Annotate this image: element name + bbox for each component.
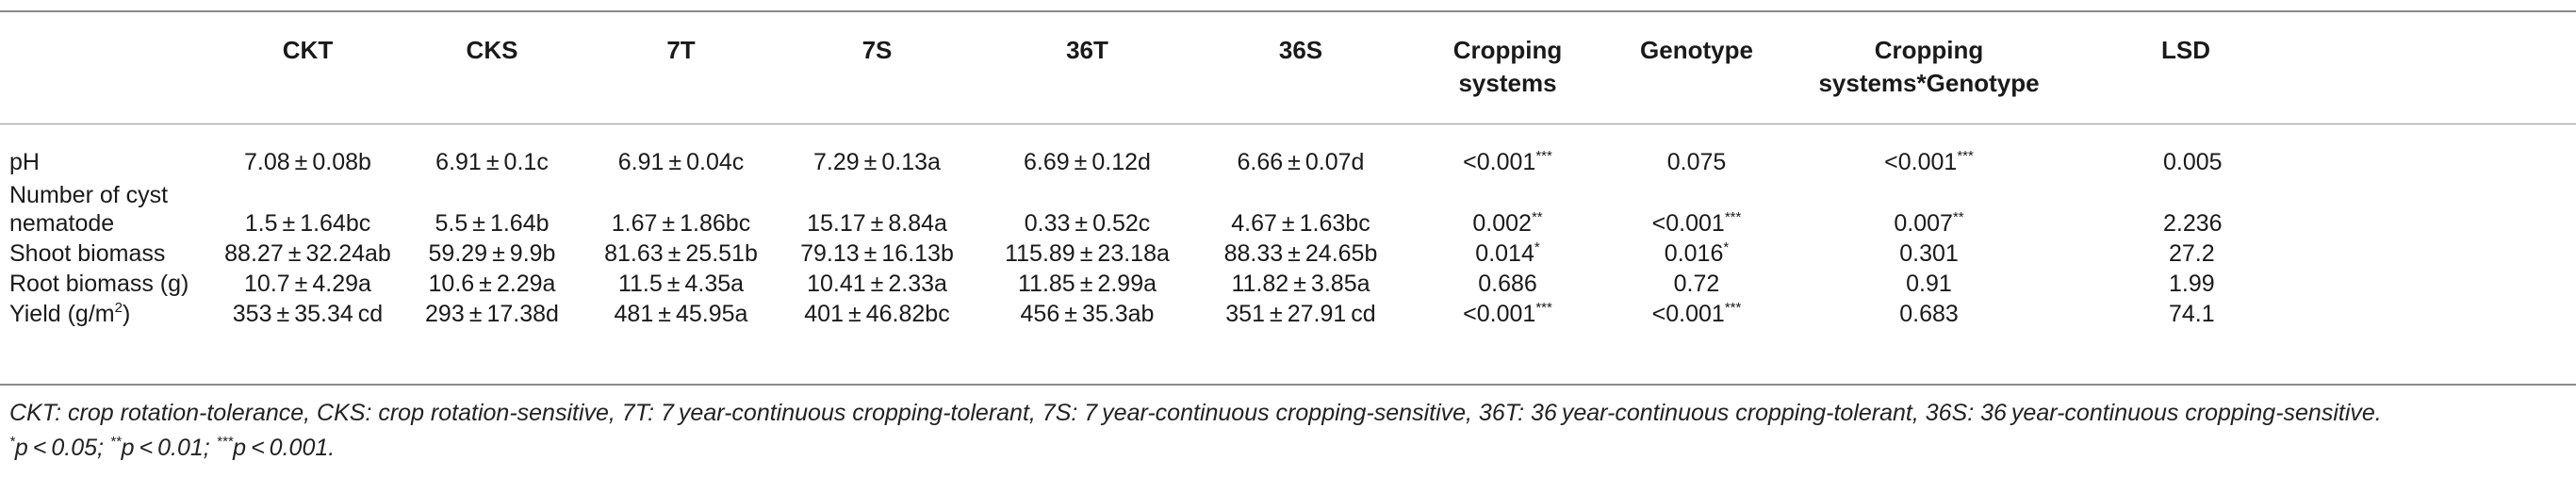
table-row: Number of cyst nematode 1.5 ± 1.64bc 5.5… [0,176,2576,238]
table-bottom-rule [0,384,2576,386]
table-cell: 6.66 ± 0.07d [1237,149,1365,175]
table-cell: 59.29 ± 9.9b [428,240,556,267]
column-header: Genotype [1640,36,1753,64]
lsd-cell: 74.1 [2169,301,2215,327]
table-row: Yield (g/m2) 353 ± 35.34 cd 293 ± 17.38d… [0,298,2576,328]
table-cell: 81.63 ± 25.51b [604,240,758,267]
column-header: 7S [861,36,893,64]
table-cell: 6.91 ± 0.04c [617,149,745,175]
p-value-cell: <0.001*** [1651,300,1742,327]
table-cell: 115.89 ± 23.18a [1005,240,1170,267]
column-header: CKS [466,36,518,64]
table-cell: 1.67 ± 1.86bc [611,210,751,237]
table-row: Root biomass (g) 10.7 ± 4.29a 10.6 ± 2.2… [0,268,2576,298]
p-value-cell: 0.007** [1894,209,1964,237]
table-cell: 88.27 ± 32.24ab [224,240,391,267]
table-row: pH 7.08 ± 0.08b 6.91 ± 0.1c 6.91 ± 0.04c… [0,116,2576,176]
p-value-cell: 0.075 [1666,149,1727,175]
p-value-cell: <0.001*** [1463,300,1552,327]
table-cell: 15.17 ± 8.84a [807,210,947,237]
table-cell: 4.67 ± 1.63bc [1231,210,1370,237]
p-value-cell: <0.001*** [1463,148,1552,175]
p-value-cell: 0.016* [1664,239,1730,267]
table-cell: 353 ± 35.34 cd [232,301,384,327]
p-value-cell: 0.014* [1475,239,1540,267]
column-header: CKT [282,36,334,64]
table-cell: 5.5 ± 1.64b [435,210,550,237]
row-label: Root biomass (g) [9,271,189,297]
column-header: Cropping systems [1452,36,1563,97]
header-corner [0,11,216,116]
table-footnote: CKT: crop rotation-tolerance, CKS: crop … [9,396,2554,466]
table-cell: 10.7 ± 4.29a [244,271,371,297]
row-label: Number of cyst nematode [9,182,169,237]
row-label: Yield (g/m2) [9,300,131,327]
table-cell: 481 ± 45.95a [614,301,748,327]
column-header: 7T [666,36,696,64]
header-row: CKT CKS 7T 7S 36T 36S Cropping systems G… [0,11,2576,116]
row-label: pH [9,149,40,175]
p-value-cell: 0.301 [1899,240,1959,267]
table-cell: 6.69 ± 0.12d [1024,149,1151,175]
column-header: Cropping systems*Genotype [1818,36,2040,97]
significance-note: *p < 0.05; **p < 0.01; ***p < 0.001. [9,434,336,461]
table-cell: 6.91 ± 0.1c [435,149,549,175]
p-value-cell: 0.683 [1899,301,1959,327]
table-row: Shoot biomass 88.27 ± 32.24ab 59.29 ± 9.… [0,238,2576,268]
lsd-cell: 0.005 [2163,149,2223,175]
column-header: 36S [1278,36,1323,64]
table-cell: 11.5 ± 4.35a [617,271,745,297]
p-value-cell: 0.91 [1906,271,1952,297]
table-cell: 88.33 ± 24.65b [1223,240,1378,267]
table-cell: 7.08 ± 0.08b [244,149,371,175]
data-table: CKT CKS 7T 7S 36T 36S Cropping systems G… [0,11,2576,328]
table-cell: 293 ± 17.38d [425,301,559,327]
p-value-cell: <0.001*** [1651,209,1742,237]
table-cell: 401 ± 46.82bc [804,301,950,327]
p-value-cell: 0.002** [1472,209,1543,237]
lsd-cell: 27.2 [2169,240,2215,267]
table-top-rule [0,10,2576,12]
table-cell: 1.5 ± 1.64bc [244,210,371,237]
table-cell: 10.41 ± 2.33a [807,271,947,297]
table-cell: 456 ± 35.3ab [1020,301,1155,327]
column-header: LSD [2161,36,2210,64]
row-label: Shoot biomass [9,240,166,267]
p-value-cell: 0.686 [1478,271,1537,297]
lsd-cell: 2.236 [2163,210,2223,237]
lsd-cell: 1.99 [2169,271,2215,297]
table-cell: 351 ± 27.91 cd [1225,301,1376,327]
abbreviation-note: CKT: crop rotation-tolerance, CKS: crop … [9,400,2382,426]
column-header: 36T [1066,36,1108,64]
table-cell: 79.13 ± 16.13b [800,240,954,267]
table-cell: 7.29 ± 0.13a [813,149,941,175]
table-cell: 10.6 ± 2.29a [428,271,556,297]
table-cell: 11.82 ± 3.85a [1231,271,1370,297]
p-value-cell: <0.001*** [1884,148,1974,175]
p-value-cell: 0.72 [1673,271,1720,297]
table-header-rule [0,123,2576,124]
table-cell: 0.33 ± 0.52c [1024,210,1151,237]
table-cell: 11.85 ± 2.99a [1018,271,1157,297]
